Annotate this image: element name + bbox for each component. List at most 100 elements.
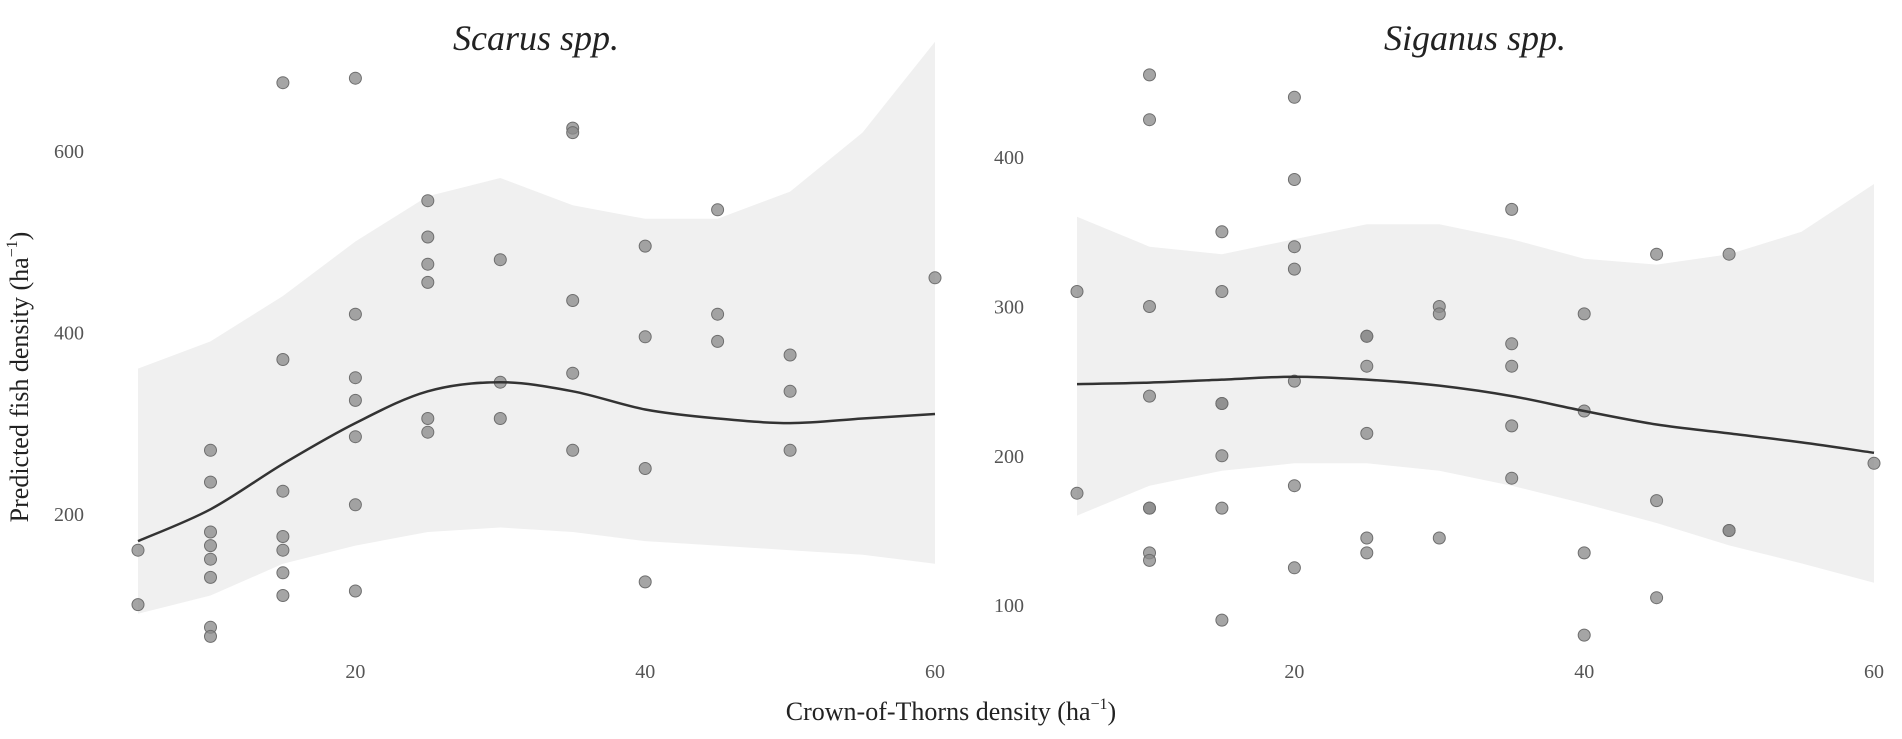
- panels-group: Scarus spp. 200 400 600 20 40 60 Siganus spp. 10…: [54, 18, 1884, 683]
- data-point: [204, 475, 217, 489]
- data-point: [204, 525, 217, 539]
- chart-panel-2: Siganus spp. 100 200 300 400 20 40 60: [994, 18, 1884, 683]
- data-point: [1287, 374, 1301, 388]
- data-point: [493, 253, 507, 267]
- data-point: [783, 384, 797, 398]
- data-point: [276, 589, 290, 602]
- data-point: [1287, 561, 1301, 575]
- data-point: [421, 257, 435, 271]
- y-tick-label: 200: [54, 504, 84, 526]
- x-tick-label: 20: [1284, 661, 1304, 683]
- data-point: [348, 584, 362, 598]
- data-point: [421, 275, 435, 289]
- data-point: [1287, 90, 1301, 104]
- data-point: [638, 330, 652, 344]
- data-point: [1215, 613, 1229, 627]
- data-point: [348, 71, 362, 85]
- data-point: [421, 425, 435, 439]
- data-point: [1650, 591, 1664, 605]
- data-point: [638, 575, 652, 589]
- data-point: [1505, 337, 1519, 351]
- x-tick-label: 20: [345, 661, 365, 683]
- fit-line: [1076, 375, 1875, 455]
- confidence-band: [1077, 184, 1874, 583]
- data-point: [566, 366, 580, 380]
- data-point: [1360, 531, 1374, 545]
- data-point: [1650, 494, 1664, 508]
- data-point: [204, 629, 217, 643]
- y-tick-label: 600: [54, 141, 84, 163]
- x-tick-label: 60: [925, 661, 945, 683]
- panel-title: Scarus spp.: [453, 18, 619, 58]
- data-point: [1505, 359, 1519, 373]
- data-point: [1360, 546, 1374, 560]
- data-point: [566, 443, 580, 457]
- data-point: [421, 230, 435, 244]
- data-point: [348, 371, 362, 385]
- data-point: [1215, 449, 1229, 463]
- x-tick-label: 60: [1864, 661, 1884, 683]
- data-point: [1360, 329, 1374, 343]
- y-tick-label: 100: [994, 595, 1024, 617]
- data-point: [1143, 68, 1156, 82]
- data-point: [131, 543, 145, 557]
- x-tick-label: 40: [635, 661, 655, 683]
- data-point: [204, 539, 217, 553]
- x-tick-label: 40: [1574, 661, 1594, 683]
- data-point: [1722, 524, 1736, 537]
- data-point: [783, 348, 797, 362]
- data-point: [204, 570, 217, 584]
- data-point: [421, 412, 435, 425]
- data-point: [638, 462, 652, 475]
- data-point: [928, 271, 942, 285]
- data-point: [276, 76, 290, 90]
- data-point: [1070, 486, 1084, 500]
- data-point: [1577, 307, 1591, 321]
- data-point: [1650, 247, 1664, 261]
- data-point: [711, 334, 725, 348]
- y-tick-label: 400: [994, 147, 1024, 169]
- data-point: [348, 307, 362, 321]
- data-point: [204, 443, 217, 457]
- data-point: [348, 393, 362, 407]
- data-point: [1722, 247, 1736, 261]
- data-point: [276, 530, 290, 543]
- y-axis-label: Predicted fish density (ha−1): [4, 232, 34, 523]
- data-point: [1143, 113, 1156, 127]
- chart-panel-1: Scarus spp. 200 400 600 20 40 60: [54, 18, 945, 683]
- data-point: [1215, 501, 1229, 515]
- y-tick-label: 400: [54, 322, 84, 344]
- confidence-band: [138, 41, 935, 614]
- data-point: [1070, 285, 1084, 298]
- data-point: [1215, 225, 1229, 239]
- data-point: [493, 412, 507, 425]
- data-point: [276, 484, 290, 498]
- data-point: [1287, 173, 1301, 186]
- data-point: [638, 239, 652, 253]
- data-point: [1215, 285, 1229, 298]
- data-point: [204, 552, 217, 566]
- data-point: [1505, 419, 1519, 433]
- data-point: [1360, 426, 1374, 440]
- data-point: [348, 430, 362, 444]
- data-point: [421, 194, 435, 208]
- data-point: [1287, 479, 1301, 493]
- x-axis-label: Crown-of-Thorns density (ha−1): [786, 696, 1116, 726]
- data-point: [711, 203, 725, 217]
- data-point: [566, 294, 580, 307]
- data-point: [1215, 397, 1229, 410]
- panel-title: Siganus spp.: [1384, 18, 1566, 58]
- data-point: [1577, 628, 1591, 642]
- data-point: [276, 353, 290, 366]
- data-point: [1287, 262, 1301, 276]
- data-point: [348, 498, 362, 512]
- data-point: [1143, 553, 1156, 567]
- data-point: [1287, 240, 1301, 254]
- y-tick-label: 200: [994, 446, 1024, 468]
- data-point: [783, 443, 797, 457]
- data-point: [276, 566, 290, 580]
- data-point: [1143, 501, 1156, 515]
- data-point: [1577, 546, 1591, 560]
